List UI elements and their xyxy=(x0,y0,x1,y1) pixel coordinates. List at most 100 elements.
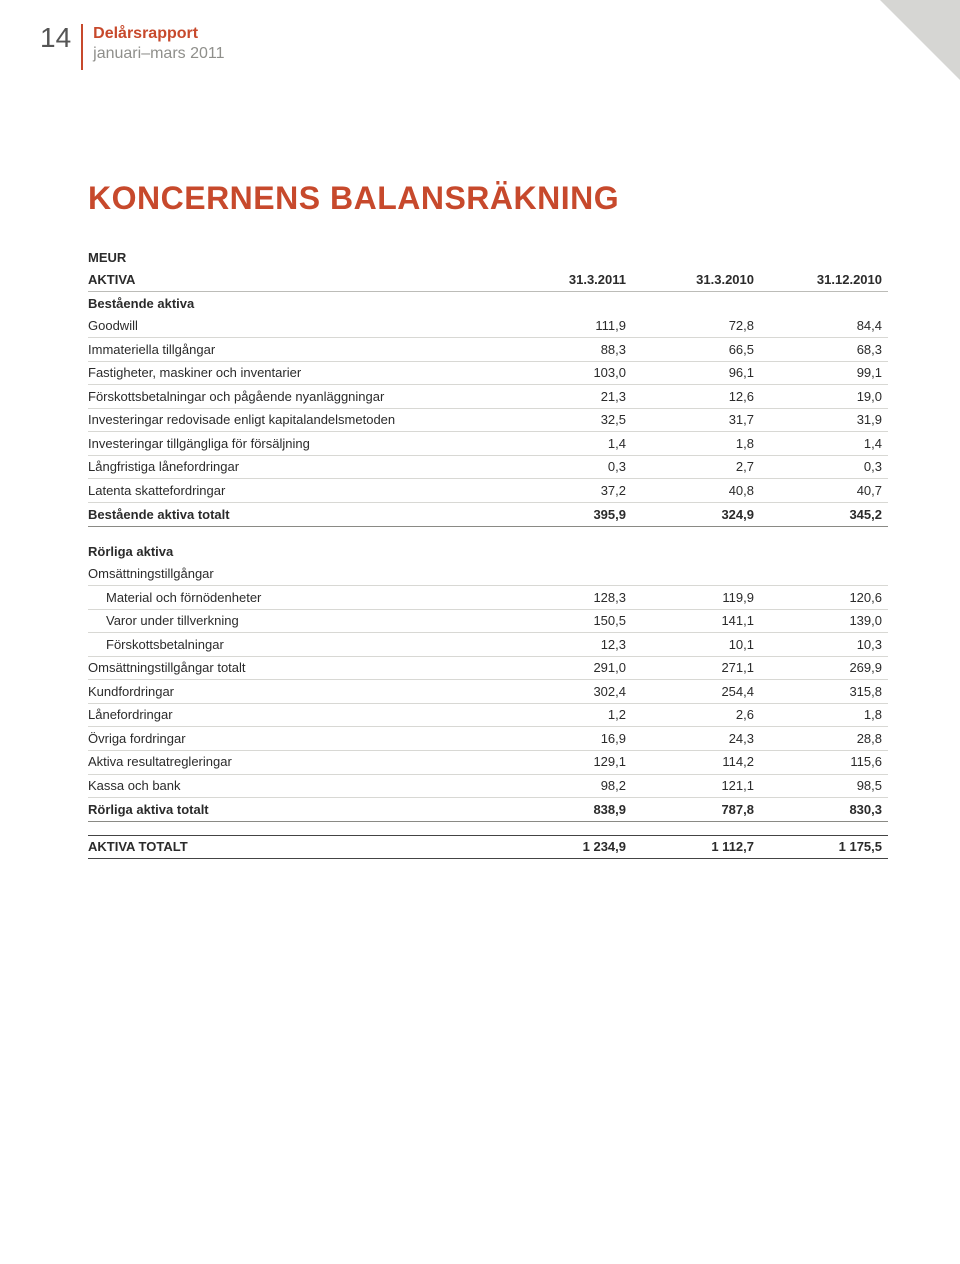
row-label: Långfristiga lånefordringar xyxy=(88,455,504,479)
row-value xyxy=(504,563,632,586)
row-value: 787,8 xyxy=(632,798,760,822)
row-value: 21,3 xyxy=(504,385,632,409)
row-value: 1 112,7 xyxy=(632,835,760,859)
row-label: Bestående aktiva xyxy=(88,292,504,315)
row-value xyxy=(504,246,632,269)
row-value: 150,5 xyxy=(504,609,632,633)
row-label: AKTIVA TOTALT xyxy=(88,835,504,859)
row-value: 1,8 xyxy=(760,703,888,727)
row-value xyxy=(760,246,888,269)
row-value: 269,9 xyxy=(760,656,888,680)
table-row: AKTIVA31.3.201131.3.201031.12.2010 xyxy=(88,269,888,292)
table-row: Aktiva resultatregleringar129,1114,2115,… xyxy=(88,750,888,774)
row-label: Latenta skattefordringar xyxy=(88,479,504,503)
table-row: Immateriella tillgångar88,366,568,3 xyxy=(88,338,888,362)
balance-sheet-table: MEURAKTIVA31.3.201131.3.201031.12.2010Be… xyxy=(88,246,888,859)
row-label: Material och förnödenheter xyxy=(88,586,504,610)
row-value: 141,1 xyxy=(632,609,760,633)
row-value: 115,6 xyxy=(760,750,888,774)
table-row: Omsättningstillgångar totalt291,0271,126… xyxy=(88,656,888,680)
page-corner xyxy=(880,0,960,80)
header-divider xyxy=(81,24,83,70)
row-label: Immateriella tillgångar xyxy=(88,338,504,362)
page-header: 14 Delårsrapport januari–mars 2011 xyxy=(40,24,225,70)
row-value: 16,9 xyxy=(504,727,632,751)
table-row: AKTIVA TOTALT1 234,91 112,71 175,5 xyxy=(88,835,888,859)
row-label: Kundfordringar xyxy=(88,680,504,704)
row-value xyxy=(632,563,760,586)
row-label: Rörliga aktiva totalt xyxy=(88,798,504,822)
row-label: Investeringar tillgängliga för försäljni… xyxy=(88,432,504,456)
table-row: Omsättningstillgångar xyxy=(88,563,888,586)
row-value: 111,9 xyxy=(504,315,632,338)
table-row: Kassa och bank98,2121,198,5 xyxy=(88,774,888,798)
table-row: Rörliga aktiva xyxy=(88,540,888,563)
row-value: 302,4 xyxy=(504,680,632,704)
row-value: 324,9 xyxy=(632,503,760,527)
row-value: 10,3 xyxy=(760,633,888,657)
row-value: 0,3 xyxy=(760,455,888,479)
row-value: 1 234,9 xyxy=(504,835,632,859)
row-label: Goodwill xyxy=(88,315,504,338)
report-period: januari–mars 2011 xyxy=(93,44,224,64)
row-label: Aktiva resultatregleringar xyxy=(88,750,504,774)
row-value: 1,2 xyxy=(504,703,632,727)
row-value xyxy=(504,292,632,315)
row-label: Övriga fordringar xyxy=(88,727,504,751)
row-value: 838,9 xyxy=(504,798,632,822)
table-row: Kundfordringar302,4254,4315,8 xyxy=(88,680,888,704)
row-label: MEUR xyxy=(88,246,504,269)
table-row: Övriga fordringar16,924,328,8 xyxy=(88,727,888,751)
table-row: Material och förnödenheter128,3119,9120,… xyxy=(88,586,888,610)
row-value: 98,2 xyxy=(504,774,632,798)
table-row: Varor under tillverkning150,5141,1139,0 xyxy=(88,609,888,633)
row-value: 68,3 xyxy=(760,338,888,362)
row-label: Förskottsbetalningar xyxy=(88,633,504,657)
row-value: 12,3 xyxy=(504,633,632,657)
row-value: 2,7 xyxy=(632,455,760,479)
row-value: 1,8 xyxy=(632,432,760,456)
row-value: 271,1 xyxy=(632,656,760,680)
row-value: 31.12.2010 xyxy=(760,269,888,292)
table-row: Lånefordringar1,22,61,8 xyxy=(88,703,888,727)
row-value: 31.3.2011 xyxy=(504,269,632,292)
row-value: 103,0 xyxy=(504,361,632,385)
table-row: Förskottsbetalningar12,310,110,3 xyxy=(88,633,888,657)
row-value: 139,0 xyxy=(760,609,888,633)
row-label: Investeringar redovisade enligt kapitala… xyxy=(88,408,504,432)
row-value: 254,4 xyxy=(632,680,760,704)
row-value: 120,6 xyxy=(760,586,888,610)
row-value: 114,2 xyxy=(632,750,760,774)
row-value: 98,5 xyxy=(760,774,888,798)
row-value: 84,4 xyxy=(760,315,888,338)
row-value xyxy=(632,540,760,563)
row-value: 291,0 xyxy=(504,656,632,680)
row-value xyxy=(504,540,632,563)
row-value: 19,0 xyxy=(760,385,888,409)
row-value: 24,3 xyxy=(632,727,760,751)
row-value: 31,9 xyxy=(760,408,888,432)
row-value: 830,3 xyxy=(760,798,888,822)
row-value: 28,8 xyxy=(760,727,888,751)
row-value xyxy=(632,246,760,269)
row-value xyxy=(760,540,888,563)
table-row: Rörliga aktiva totalt838,9787,8830,3 xyxy=(88,798,888,822)
table-row: Bestående aktiva xyxy=(88,292,888,315)
row-value: 96,1 xyxy=(632,361,760,385)
row-value: 0,3 xyxy=(504,455,632,479)
row-value: 37,2 xyxy=(504,479,632,503)
row-value xyxy=(760,292,888,315)
table-row: Förskottsbetalningar och pågående nyanlä… xyxy=(88,385,888,409)
row-value: 32,5 xyxy=(504,408,632,432)
row-value: 40,7 xyxy=(760,479,888,503)
table-row: Investeringar redovisade enligt kapitala… xyxy=(88,408,888,432)
table-row: Bestående aktiva totalt395,9324,9345,2 xyxy=(88,503,888,527)
row-value: 99,1 xyxy=(760,361,888,385)
row-value: 72,8 xyxy=(632,315,760,338)
row-value: 66,5 xyxy=(632,338,760,362)
table-row: Goodwill111,972,884,4 xyxy=(88,315,888,338)
report-title: Delårsrapport xyxy=(93,24,224,44)
table-row: Fastigheter, maskiner och inventarier103… xyxy=(88,361,888,385)
row-label: AKTIVA xyxy=(88,269,504,292)
row-value: 345,2 xyxy=(760,503,888,527)
